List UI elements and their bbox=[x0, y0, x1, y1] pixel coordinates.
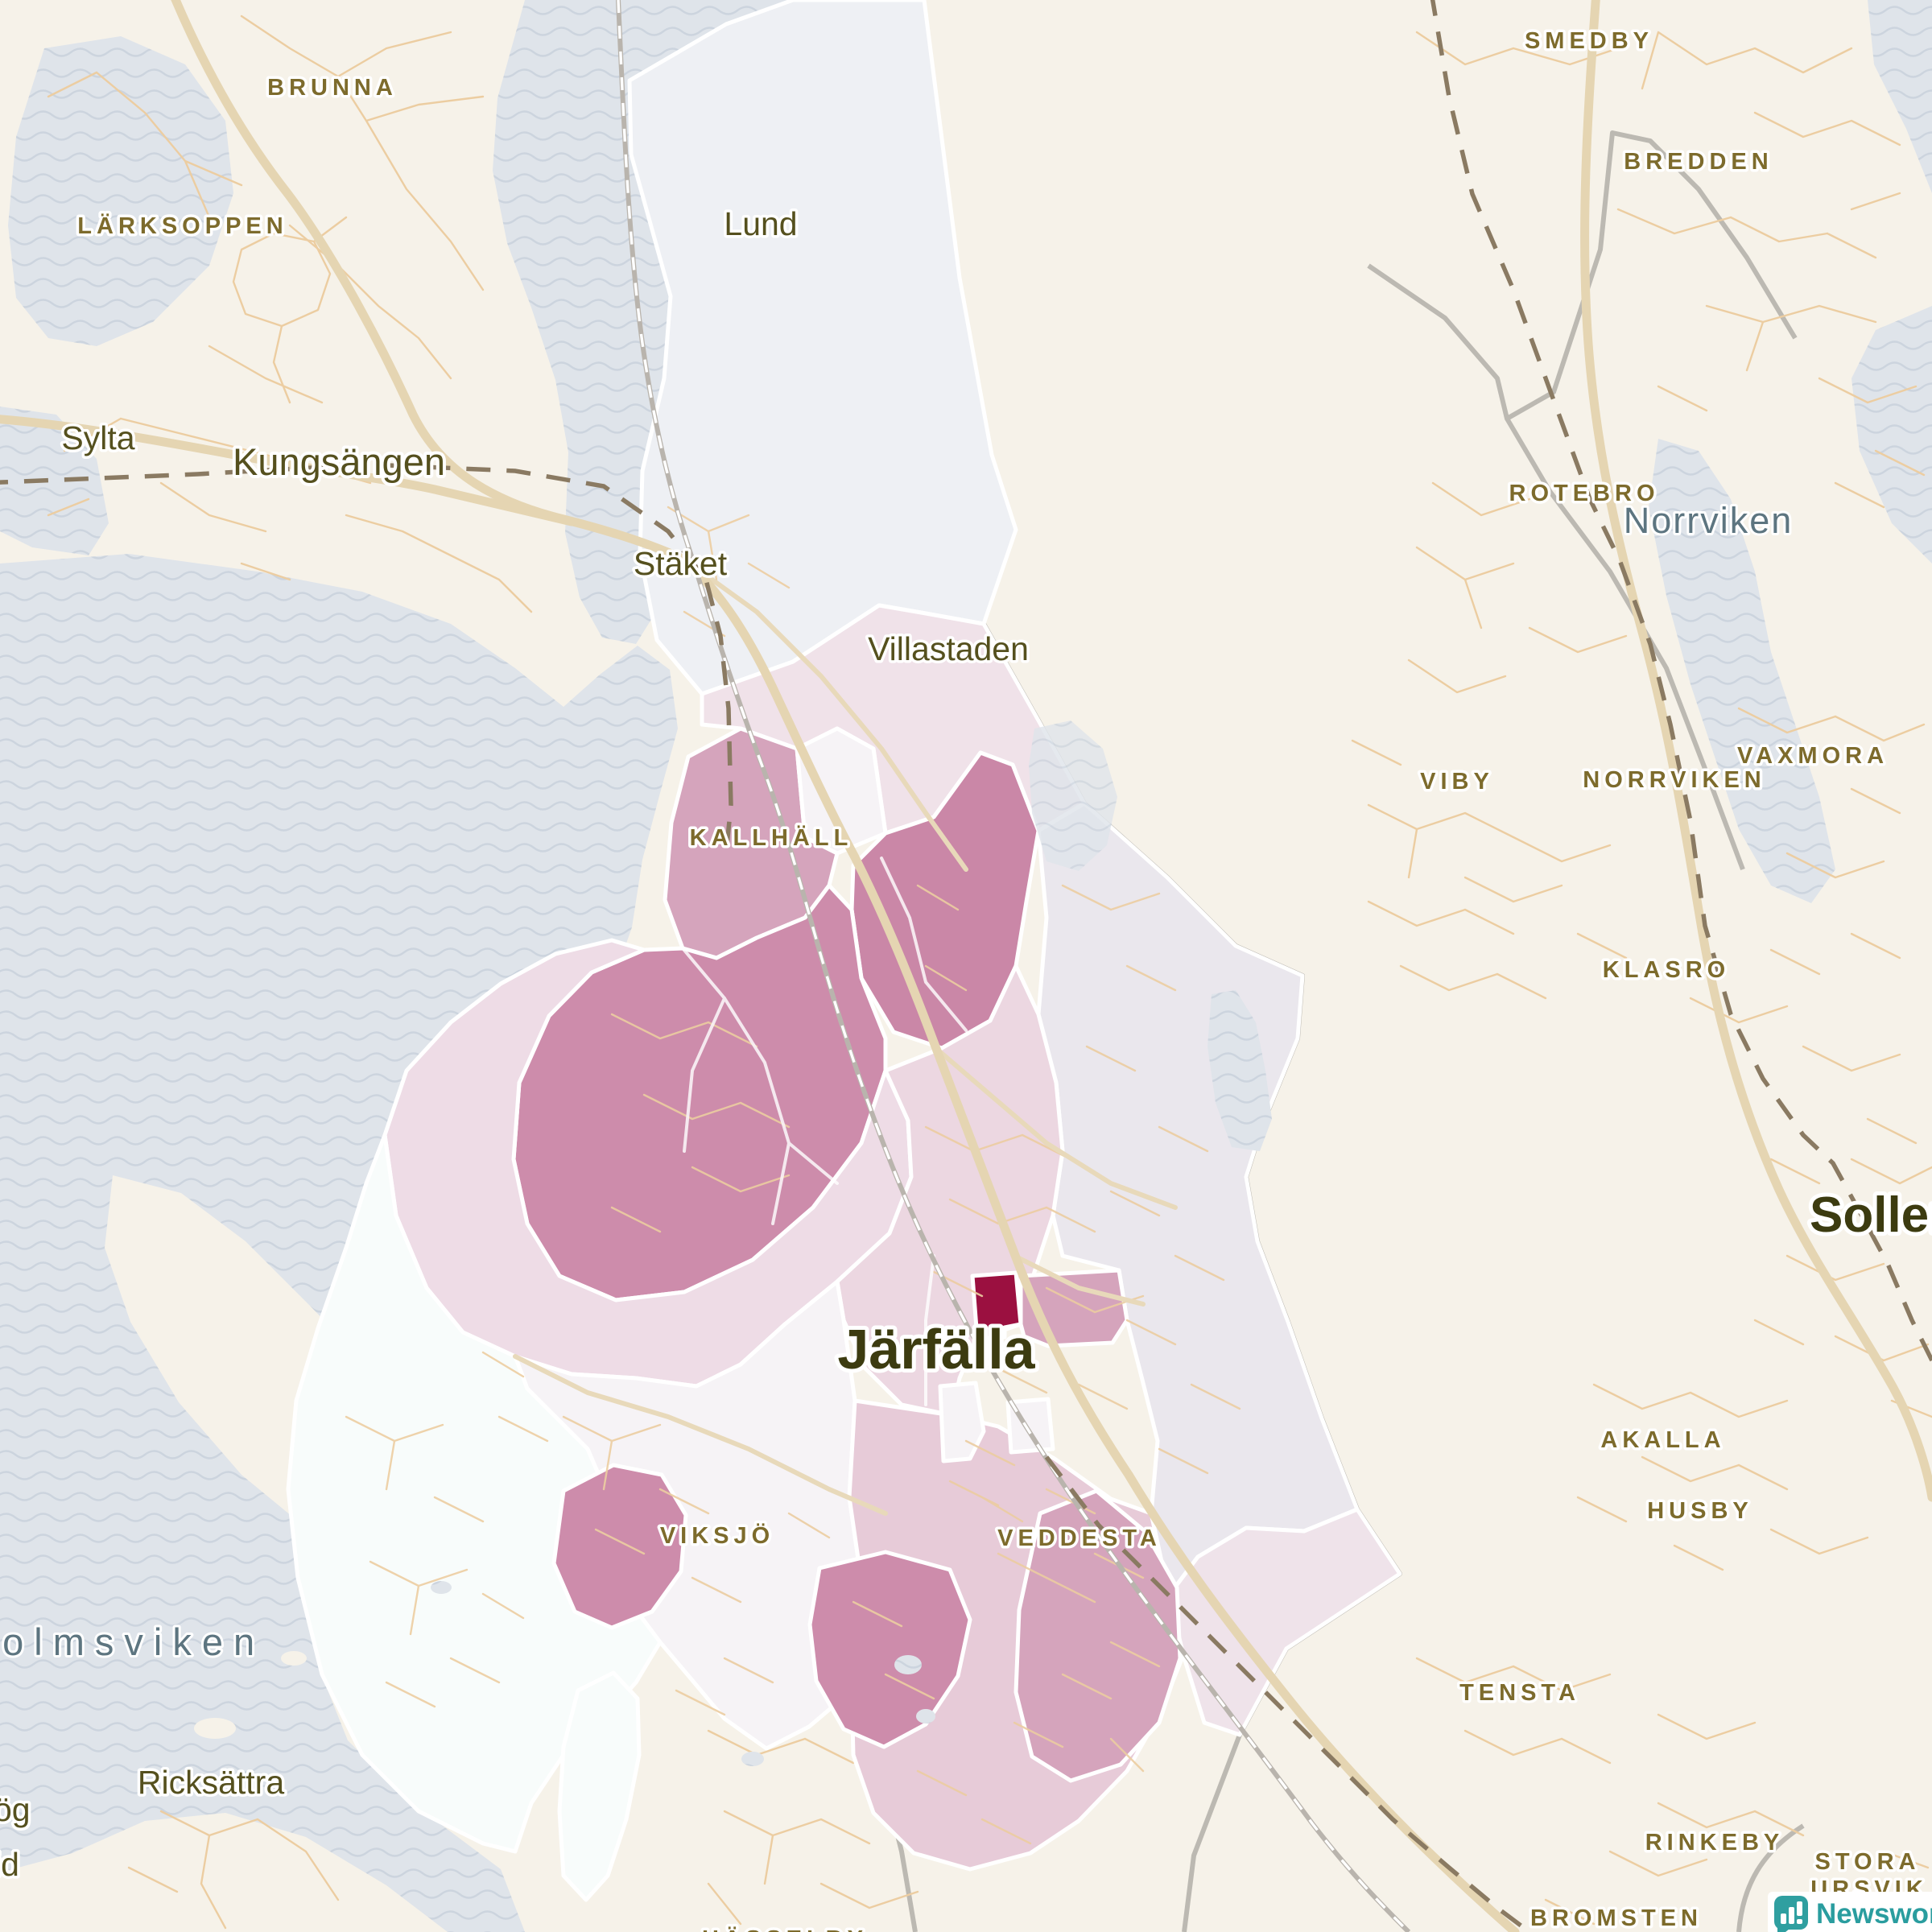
boundary-southeast bbox=[1044, 1455, 1531, 1932]
roads-sollentuna bbox=[1753, 1158, 1932, 1418]
lake-topleft-2 bbox=[0, 407, 109, 555]
label-bromsten: BROMSTEN bbox=[1530, 1905, 1703, 1931]
region-darkest bbox=[970, 1270, 1023, 1341]
roads-vaxmora-klasro bbox=[1689, 707, 1926, 1145]
label-larksoppen: LÄRKSOPPEN bbox=[77, 213, 287, 239]
region-south-mauve bbox=[807, 1550, 972, 1749]
pond bbox=[894, 1655, 922, 1674]
label-rotebro: ROTEBRO bbox=[1509, 481, 1660, 506]
label-rinkeby: RINKEBY bbox=[1645, 1830, 1785, 1856]
bar-chart-badge-icon bbox=[1774, 1896, 1808, 1932]
highway-e18-north bbox=[171, 0, 689, 564]
region-white-tail bbox=[557, 1670, 642, 1902]
roads-brunna-kungsangen bbox=[47, 14, 533, 613]
roads-ricksattra bbox=[127, 1810, 340, 1930]
roads-south bbox=[787, 1480, 1048, 1845]
lake-strait bbox=[493, 0, 803, 644]
minor-roads-inside bbox=[345, 506, 1241, 1845]
region-white-patch-1 bbox=[938, 1381, 986, 1463]
highway-west bbox=[0, 415, 576, 526]
label-kallhall: KALLHÄLL bbox=[690, 824, 853, 851]
label-klasro: KLASRO bbox=[1603, 957, 1730, 983]
label-og-partial: ög bbox=[0, 1791, 31, 1828]
label-viksjo: VIKSJÖ bbox=[660, 1522, 774, 1549]
lake-norrviken bbox=[1649, 439, 1835, 903]
roads-viksjo bbox=[345, 1351, 774, 1716]
label-norrviken: NORRVIKEN bbox=[1583, 767, 1766, 793]
inner-lakes bbox=[431, 720, 1272, 1766]
label-veddesta: VEDDESTA bbox=[997, 1525, 1162, 1551]
logo-background bbox=[1768, 1892, 1932, 1932]
choropleth-regions bbox=[286, 0, 1402, 1902]
map-labels: BRUNNA LÄRKSOPPEN Sylta Kungsängen Lund … bbox=[0, 26, 1932, 1932]
label-brunna: BRUNNA bbox=[267, 75, 398, 101]
label-staket: Stäket bbox=[634, 545, 728, 582]
label-stora: STORA bbox=[1815, 1849, 1921, 1875]
lake-topright bbox=[1868, 0, 1932, 193]
logo-wordmark: Newsworthy bbox=[1816, 1898, 1932, 1930]
roads-smedby-bredden bbox=[1407, 31, 1926, 694]
region-sviksjo-mauve bbox=[551, 1463, 688, 1630]
label-norrviken-lake: Norrviken bbox=[1624, 500, 1794, 541]
label-ricksattra: Ricksättra bbox=[138, 1764, 284, 1801]
label-kungsangen: Kungsängen bbox=[233, 440, 445, 483]
pond bbox=[916, 1709, 935, 1724]
label-lund: Lund bbox=[724, 205, 797, 242]
roads-kallhall bbox=[610, 884, 968, 1233]
label-vaxmora: VAXMORA bbox=[1737, 743, 1889, 769]
label-villastaden: Villastaden bbox=[868, 630, 1029, 667]
wetland-jarvafaltet bbox=[1029, 720, 1117, 871]
highway-e18-south bbox=[679, 555, 1520, 1932]
island bbox=[194, 1718, 236, 1739]
label-tensta: TENSTA bbox=[1459, 1680, 1580, 1706]
label-sylta: Sylta bbox=[61, 419, 134, 456]
roads-viby bbox=[1351, 739, 1628, 1000]
newsworthy-logo[interactable]: Newsworthy bbox=[1768, 1892, 1932, 1932]
island bbox=[281, 1651, 307, 1666]
highway-e4 bbox=[1580, 0, 1932, 1502]
label-viby: VIBY bbox=[1420, 769, 1494, 795]
lake-right-edge bbox=[1852, 306, 1932, 564]
pond bbox=[741, 1752, 764, 1766]
boundary-west bbox=[0, 462, 733, 854]
roads-akalla-husby bbox=[1576, 1383, 1869, 1571]
label-akalla: AKALLA bbox=[1600, 1427, 1725, 1453]
railway-malarbanan bbox=[616, 0, 1411, 1932]
label-holmsviken-partial: holmsviken bbox=[0, 1620, 265, 1663]
region-lund-staket bbox=[627, 0, 1018, 696]
label-hasselby-partial: HÄSSELBY bbox=[702, 1926, 868, 1932]
label-smedby: SMEDBY bbox=[1525, 28, 1653, 54]
local-roads bbox=[513, 557, 1178, 1516]
roads-staket-town bbox=[667, 506, 791, 638]
boundary-northeast bbox=[1430, 0, 1932, 1362]
label-husby: HUSBY bbox=[1647, 1498, 1753, 1524]
label-bredden: BREDDEN bbox=[1624, 149, 1773, 175]
pond bbox=[431, 1581, 452, 1594]
label-jarfalla: Järfälla bbox=[837, 1318, 1035, 1381]
lake-topleft bbox=[8, 36, 233, 346]
roads-white-overlay bbox=[681, 857, 968, 1406]
label-sollentuna: Sollentuna bbox=[1810, 1187, 1932, 1243]
lake-malaren bbox=[0, 554, 678, 1932]
roads-east-gray bbox=[1061, 884, 1241, 1475]
label-id-partial: id bbox=[0, 1846, 19, 1883]
lake-sabysjon bbox=[1208, 990, 1272, 1151]
